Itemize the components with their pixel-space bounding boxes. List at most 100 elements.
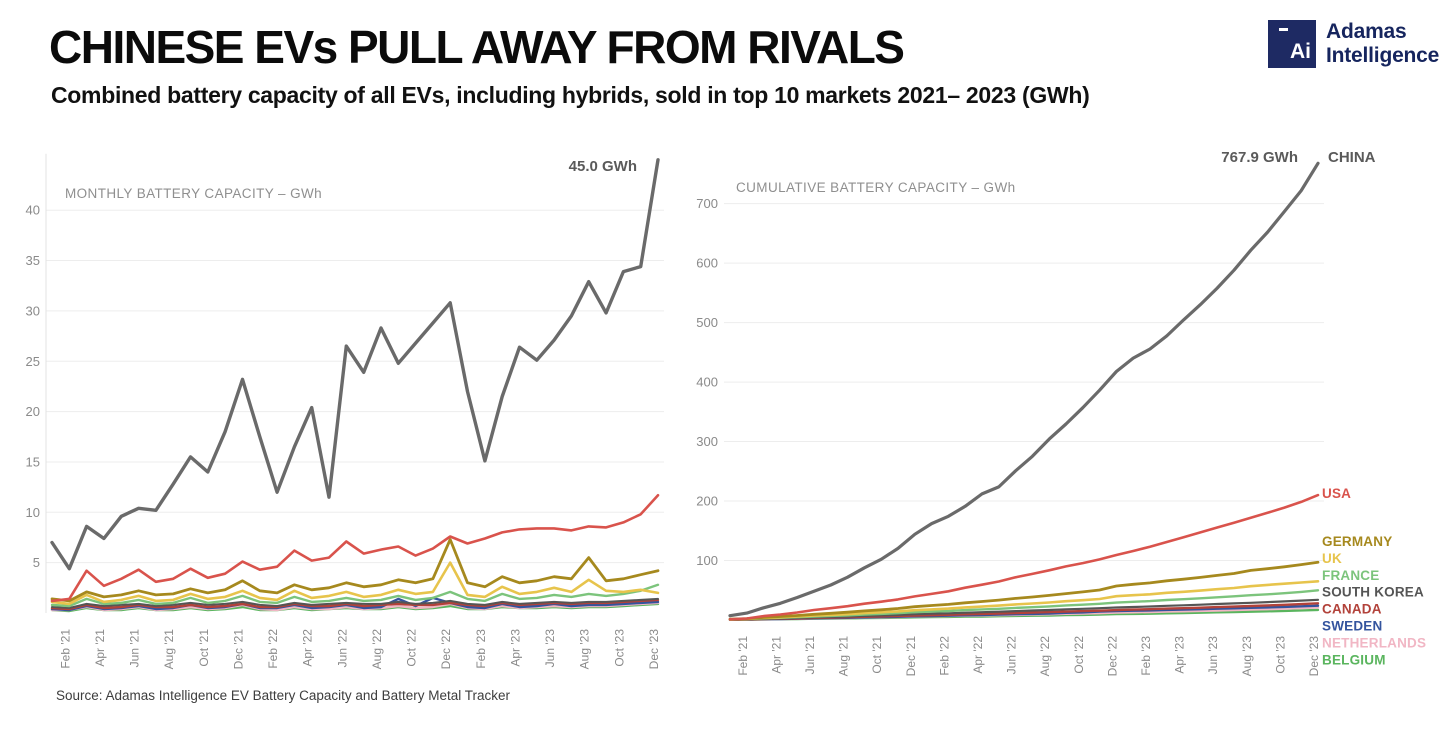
y-tick-label: 5 [33, 555, 40, 570]
gridlines [45, 153, 664, 613]
y-tick-label: 15 [26, 454, 40, 469]
series-line-germany [50, 538, 660, 603]
axis-title: CUMULATIVE BATTERY CAPACITY – GWh [736, 180, 1016, 195]
y-tick-label: 40 [26, 203, 40, 218]
y-tick-label: 100 [696, 553, 718, 568]
x-tick-label: Jun '22 [1005, 636, 1019, 675]
y-axis-labels: 5 10 15 20 25 30 35 40 [26, 203, 40, 570]
series-legend: USA GERMANY UK FRANCE SOUTH KOREA CANADA SWEDE… [1322, 486, 1426, 667]
x-tick-label: Apr '22 [301, 629, 315, 667]
logo-ai-text: Ai [1290, 40, 1311, 63]
x-tick-label: Feb '23 [1139, 636, 1153, 676]
x-axis-labels: Feb '21 Apr '21 Jun '21 Aug '21 Oct '21 Dec '… [58, 629, 661, 670]
legend-label-belgium: BELGIUM [1322, 652, 1386, 667]
brand-name-line1: Adamas [1326, 20, 1407, 43]
x-tick-label: Apr '23 [508, 629, 522, 667]
legend-label-south-korea: SOUTH KOREA [1322, 585, 1424, 600]
x-tick-label: Jun '23 [543, 629, 557, 668]
x-tick-label: Aug '21 [162, 629, 176, 670]
x-tick-label: Jun '23 [1206, 636, 1220, 675]
legend-label-germany: GERMANY [1322, 534, 1392, 549]
series-line-usa [728, 493, 1320, 621]
series-line-china [728, 161, 1320, 618]
series-lines [728, 161, 1320, 621]
x-tick-label: Aug '22 [1038, 636, 1052, 677]
x-tick-label: Feb '23 [474, 629, 488, 669]
annotation: 767.9 GWh CHINA [1221, 149, 1375, 166]
brand-logo: Ai Adamas Intelligence [1268, 20, 1439, 68]
series-line-uk [728, 579, 1320, 621]
x-tick-label: Oct '21 [197, 629, 211, 667]
x-tick-label: Oct '22 [1072, 636, 1086, 674]
x-tick-label: Apr '21 [93, 629, 107, 667]
brand-name-line2: Intelligence [1326, 44, 1440, 67]
annotation: 45.0 GWh [569, 158, 637, 175]
axis-title: MONTHLY BATTERY CAPACITY – GWh [65, 186, 322, 201]
x-tick-label: Feb '22 [937, 636, 951, 676]
peak-value-annotation: 45.0 GWh [569, 158, 637, 175]
x-tick-label: Aug '21 [837, 636, 851, 677]
x-tick-label: Oct '23 [612, 629, 626, 667]
x-tick-label: Jun '21 [128, 629, 142, 668]
series-lines [50, 158, 660, 613]
x-tick-label: Dec '22 [439, 629, 453, 670]
china-series-label: CHINA [1328, 149, 1376, 166]
series-line-uk [50, 561, 660, 606]
y-tick-label: 30 [26, 303, 40, 318]
x-tick-label: Feb '21 [58, 629, 72, 669]
y-tick-label: 600 [696, 256, 718, 271]
y-tick-label: 20 [26, 404, 40, 419]
series-line-germany [728, 560, 1320, 621]
x-tick-label: Oct '21 [870, 636, 884, 674]
y-tick-label: 25 [26, 354, 40, 369]
x-tick-label: Feb '22 [266, 629, 280, 669]
gridlines [724, 203, 1324, 562]
x-tick-label: Apr '23 [1173, 636, 1187, 674]
x-tick-label: Aug '22 [370, 629, 384, 670]
legend-label-netherlands: NETHERLANDS [1322, 635, 1426, 650]
series-line-france [50, 583, 660, 608]
legend-label-uk: UK [1322, 551, 1342, 566]
x-tick-label: Apr '21 [769, 636, 783, 674]
logo-dash-mark [1279, 28, 1288, 31]
series-line-usa [50, 493, 660, 603]
x-tick-label: Dec '21 [231, 629, 245, 670]
x-tick-label: Jun '21 [803, 636, 817, 675]
series-line-china [50, 158, 660, 571]
series-line-south-korea [51, 597, 659, 609]
monthly-battery-capacity-chart: 5 10 15 20 25 30 35 40 Feb '21 Apr '21 Jun '21 Aug … [26, 153, 664, 670]
x-tick-label: Dec '23 [1307, 636, 1321, 677]
adamas-logo-icon: Ai [1268, 20, 1316, 68]
x-tick-label: Feb '21 [736, 636, 750, 676]
x-axis-labels: Feb '21 Apr '21 Jun '21 Aug '21 Oct '21 Dec '… [736, 636, 1321, 677]
x-tick-label: Dec '23 [647, 629, 661, 670]
y-tick-label: 500 [696, 315, 718, 330]
y-axis-labels: 100 200 300 400 500 600 700 [696, 196, 718, 568]
x-tick-label: Apr '22 [971, 636, 985, 674]
peak-value-annotation: 767.9 GWh [1221, 149, 1298, 166]
x-tick-label: Jun '22 [335, 629, 349, 668]
x-tick-label: Dec '22 [1105, 636, 1119, 677]
y-tick-label: 200 [696, 494, 718, 509]
x-tick-label: Dec '21 [904, 636, 918, 677]
x-tick-label: Oct '22 [405, 629, 419, 667]
y-tick-label: 400 [696, 375, 718, 390]
y-tick-label: 700 [696, 196, 718, 211]
y-tick-label: 10 [26, 505, 40, 520]
brand-name: Adamas Intelligence [1326, 20, 1439, 68]
axis-title: CUMULATIVE BATTERY CAPACITY – GWh [736, 180, 1016, 195]
legend-label-france: FRANCE [1322, 568, 1379, 583]
legend-label-canada: CANADA [1322, 602, 1382, 617]
x-tick-label: Aug '23 [578, 629, 592, 670]
y-tick-label: 35 [26, 253, 40, 268]
x-tick-label: Aug '23 [1240, 636, 1254, 677]
legend-label-usa: USA [1322, 486, 1351, 501]
page-subtitle: Combined battery capacity of all EVs, in… [51, 82, 1090, 108]
page-title: CHINESE EVs PULL AWAY FROM RIVALS [49, 21, 905, 73]
axis-title: MONTHLY BATTERY CAPACITY – GWh [65, 186, 322, 201]
x-tick-label: Oct '23 [1273, 636, 1287, 674]
cumulative-battery-capacity-chart: 100 200 300 400 500 600 700 Feb '21 Apr '21 Jun '… [696, 149, 1426, 677]
y-tick-label: 300 [696, 434, 718, 449]
source-note: Source: Adamas Intelligence EV Battery C… [56, 688, 510, 703]
